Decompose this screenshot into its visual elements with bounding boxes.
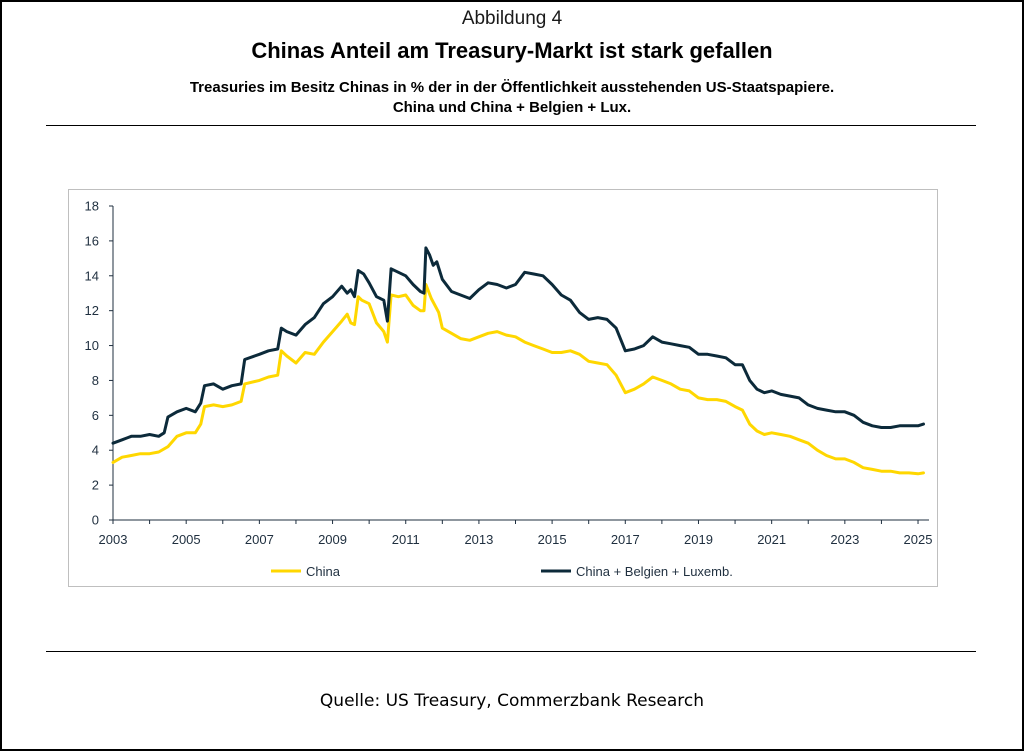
bottom-divider	[46, 651, 976, 652]
x-tick-label: 2019	[684, 532, 713, 547]
subtitle-line-2: China und China + Belgien + Lux.	[392, 99, 632, 116]
y-tick-label: 0	[92, 513, 99, 528]
series-line-china	[111, 283, 925, 476]
x-tick-label: 2021	[757, 532, 786, 547]
y-tick-label: 16	[85, 233, 99, 248]
y-tick-label: 18	[85, 199, 99, 214]
x-tick-label: 2009	[318, 532, 347, 547]
y-tick-label: 10	[85, 338, 99, 353]
y-tick-label: 14	[85, 268, 99, 283]
source-note: Quelle: US Treasury, Commerzbank Researc…	[319, 691, 705, 711]
y-tick-label: 8	[92, 373, 99, 388]
y-tick-label: 2	[92, 478, 99, 493]
subtitle-line-1: Treasuries im Besitz Chinas in % der in …	[189, 79, 835, 96]
top-divider	[46, 125, 976, 126]
chart-panel	[68, 189, 938, 587]
x-tick-label: 2013	[464, 532, 493, 547]
x-tick-label: 2007	[245, 532, 274, 547]
x-tick-label: 2005	[172, 532, 201, 547]
series-line-china-belgien-lux	[111, 246, 925, 445]
x-tick-label: 2011	[392, 532, 420, 547]
chart-title: Chinas Anteil am Treasury-Markt ist star…	[251, 38, 773, 63]
legend-label: China	[306, 564, 341, 579]
x-tick-label: 2023	[830, 532, 859, 547]
x-tick-label: 2003	[99, 532, 128, 547]
x-tick-label: 2025	[904, 532, 933, 547]
x-tick-label: 2015	[538, 532, 567, 547]
y-tick-label: 6	[92, 408, 99, 423]
legend-label: China + Belgien + Luxemb.	[576, 564, 733, 579]
y-tick-label: 12	[85, 303, 99, 318]
x-tick-label: 2017	[611, 532, 640, 547]
chart-subtitle: Treasuries im Besitz Chinas in % der in …	[0, 78, 1024, 118]
figure-number: Abbildung 4	[461, 8, 563, 29]
y-tick-label: 4	[92, 443, 99, 458]
